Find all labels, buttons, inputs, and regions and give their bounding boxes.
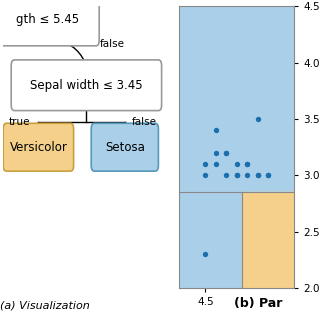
Point [203, 252, 208, 257]
Point [203, 173, 208, 178]
FancyBboxPatch shape [0, 0, 99, 46]
Point [255, 173, 260, 178]
Point [224, 150, 229, 156]
Point [224, 173, 229, 178]
Point [234, 162, 239, 167]
Text: true: true [8, 117, 30, 127]
Text: gth ≤ 5.45: gth ≤ 5.45 [16, 12, 80, 26]
Text: (a) Visualization: (a) Visualization [0, 300, 90, 310]
Point [234, 173, 239, 178]
Point [213, 150, 219, 156]
Text: false: false [100, 39, 124, 49]
Text: Sepal width ≤ 3.45: Sepal width ≤ 3.45 [30, 79, 143, 92]
Point [266, 173, 271, 178]
FancyBboxPatch shape [11, 60, 162, 111]
Text: false: false [132, 117, 156, 127]
Point [255, 116, 260, 122]
Point [245, 162, 250, 167]
Point [245, 173, 250, 178]
Point [224, 150, 229, 156]
Point [245, 162, 250, 167]
FancyBboxPatch shape [91, 123, 158, 171]
Point [213, 128, 219, 133]
Point [213, 162, 219, 167]
Point [266, 173, 271, 178]
FancyBboxPatch shape [3, 123, 74, 171]
Text: (b) Par: (b) Par [234, 297, 282, 310]
Point [203, 162, 208, 167]
Point [255, 173, 260, 178]
Text: Versicolor: Versicolor [10, 141, 67, 154]
Point [234, 173, 239, 178]
Text: Setosa: Setosa [105, 141, 145, 154]
